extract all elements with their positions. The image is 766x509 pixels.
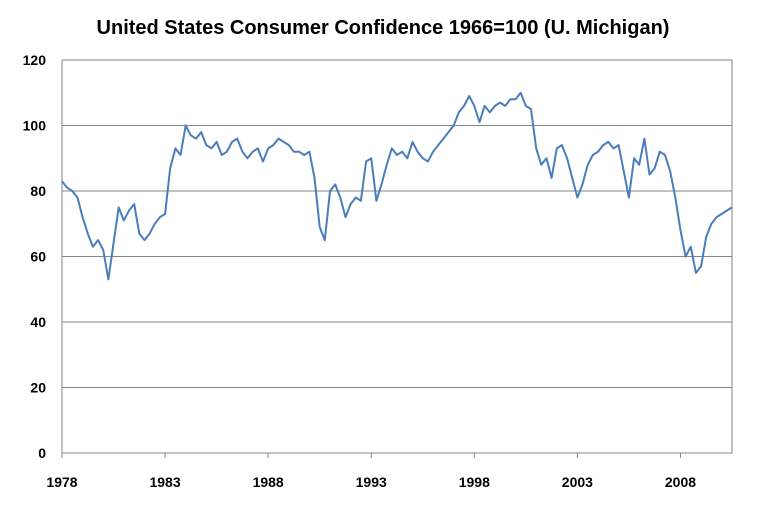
y-tick-label: 60 (30, 249, 46, 265)
x-tick-label: 2008 (665, 474, 696, 490)
chart-title: United States Consumer Confidence 1966=1… (97, 17, 670, 39)
y-tick-label: 120 (23, 52, 47, 68)
y-tick-label: 0 (38, 445, 46, 461)
plot-area (61, 59, 733, 454)
y-tick-label: 40 (30, 314, 46, 330)
y-tick-label: 100 (23, 118, 47, 134)
x-tick-label: 1983 (149, 474, 180, 490)
x-tick-label: 1978 (46, 474, 77, 490)
y-tick-label: 20 (30, 380, 46, 396)
x-tick-label: 1993 (356, 474, 387, 490)
x-tick-label: 1988 (253, 474, 284, 490)
y-tick-label: 80 (30, 183, 46, 199)
x-tick-label: 2003 (562, 474, 593, 490)
x-axis: 1978 1983 1988 1993 1998 2003 2008 (46, 453, 696, 490)
x-tick-label: 1998 (459, 474, 490, 490)
y-axis: 0 20 40 60 80 100 120 (23, 52, 47, 461)
gridlines (62, 59, 732, 454)
series-line (61, 91, 733, 281)
